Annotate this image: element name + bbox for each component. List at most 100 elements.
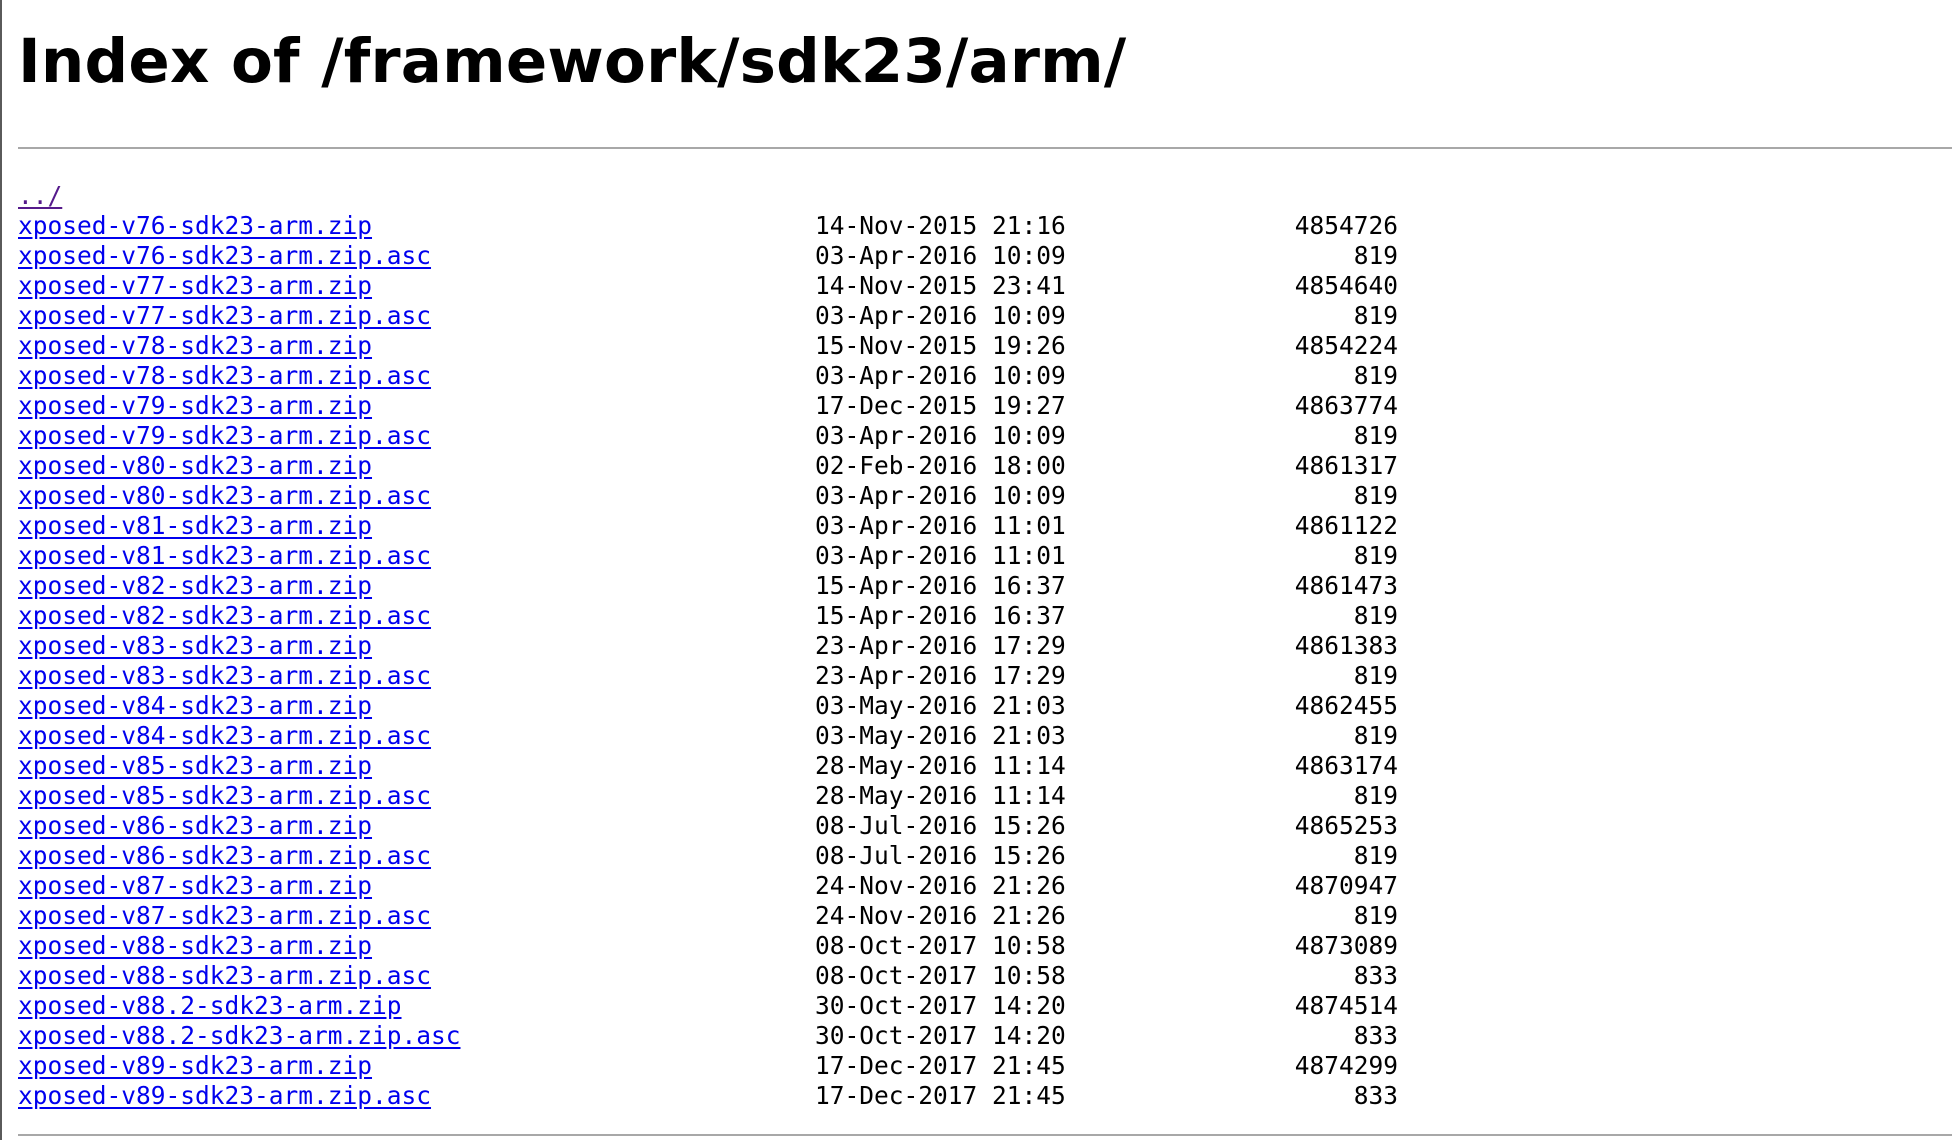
file-date: 03-Apr-2016 10:09 [815,301,1066,330]
file-size: 819 [1353,661,1398,690]
file-date: 08-Jul-2016 15:26 [815,841,1066,870]
divider-bottom [18,1134,1952,1136]
file-size: 833 [1353,1021,1398,1050]
file-row: xposed-v86-sdk23-arm.zip 08-Jul-2016 15:2… [18,811,1398,841]
file-size: 819 [1353,241,1398,270]
file-row: xposed-v88.2-sdk23-arm.zip.asc 30-Oct-201… [18,1021,1398,1051]
file-link[interactable]: xposed-v83-sdk23-arm.zip [18,631,373,660]
file-size: 4854640 [1294,271,1398,300]
file-date: 14-Nov-2015 21:16 [815,211,1066,240]
file-row: xposed-v86-sdk23-arm.zip.asc 08-Jul-2016 … [18,841,1398,871]
file-listing: ../ xposed-v76-sdk23-arm.zip 14-Nov-2015 … [18,181,1398,1111]
file-row: xposed-v82-sdk23-arm.zip 15-Apr-2016 16:3… [18,571,1398,601]
file-link[interactable]: xposed-v88.2-sdk23-arm.zip [18,991,402,1020]
file-link[interactable]: xposed-v78-sdk23-arm.zip.asc [18,361,432,390]
file-row: xposed-v76-sdk23-arm.zip.asc 03-Apr-2016 … [18,241,1398,271]
file-link[interactable]: xposed-v82-sdk23-arm.zip [18,571,373,600]
file-row: xposed-v84-sdk23-arm.zip.asc 03-May-2016 … [18,721,1398,751]
file-size: 819 [1353,601,1398,630]
file-link[interactable]: xposed-v88-sdk23-arm.zip.asc [18,961,432,990]
parent-directory-link[interactable]: ../ [18,181,63,210]
file-date: 03-Apr-2016 10:09 [815,421,1066,450]
file-date: 03-Apr-2016 11:01 [815,541,1066,570]
file-row: xposed-v83-sdk23-arm.zip.asc 23-Apr-2016 … [18,661,1398,691]
file-size: 4874299 [1294,1051,1398,1080]
file-date: 28-May-2016 11:14 [815,751,1066,780]
file-link[interactable]: xposed-v79-sdk23-arm.zip [18,391,373,420]
divider-top [18,147,1952,149]
file-row: xposed-v77-sdk23-arm.zip.asc 03-Apr-2016 … [18,301,1398,331]
file-link[interactable]: xposed-v81-sdk23-arm.zip.asc [18,541,432,570]
file-row: xposed-v81-sdk23-arm.zip 03-Apr-2016 11:0… [18,511,1398,541]
file-link[interactable]: xposed-v83-sdk23-arm.zip.asc [18,661,432,690]
file-link[interactable]: xposed-v82-sdk23-arm.zip.asc [18,601,432,630]
file-row: xposed-v88-sdk23-arm.zip.asc 08-Oct-2017 … [18,961,1398,991]
file-link[interactable]: xposed-v76-sdk23-arm.zip.asc [18,241,432,270]
file-date: 08-Jul-2016 15:26 [815,811,1066,840]
file-size: 4861122 [1294,511,1398,540]
file-size: 819 [1353,481,1398,510]
file-size: 833 [1353,1081,1398,1110]
file-date: 17-Dec-2017 21:45 [815,1081,1066,1110]
file-row: xposed-v80-sdk23-arm.zip.asc 03-Apr-2016 … [18,481,1398,511]
file-link[interactable]: xposed-v78-sdk23-arm.zip [18,331,373,360]
file-size: 4861383 [1294,631,1398,660]
file-link[interactable]: xposed-v81-sdk23-arm.zip [18,511,373,540]
file-link[interactable]: xposed-v79-sdk23-arm.zip.asc [18,421,432,450]
file-row: xposed-v85-sdk23-arm.zip.asc 28-May-2016 … [18,781,1398,811]
file-link[interactable]: xposed-v77-sdk23-arm.zip.asc [18,301,432,330]
file-date: 23-Apr-2016 17:29 [815,661,1066,690]
file-link[interactable]: xposed-v76-sdk23-arm.zip [18,211,373,240]
file-link[interactable]: xposed-v84-sdk23-arm.zip.asc [18,721,432,750]
file-date: 03-May-2016 21:03 [815,721,1066,750]
file-row: xposed-v85-sdk23-arm.zip 28-May-2016 11:1… [18,751,1398,781]
file-size: 819 [1353,721,1398,750]
file-date: 24-Nov-2016 21:26 [815,871,1066,900]
file-date: 03-Apr-2016 11:01 [815,511,1066,540]
file-size: 4873089 [1294,931,1398,960]
file-row: xposed-v88-sdk23-arm.zip 08-Oct-2017 10:5… [18,931,1398,961]
file-size: 833 [1353,961,1398,990]
file-date: 24-Nov-2016 21:26 [815,901,1066,930]
file-link[interactable]: xposed-v87-sdk23-arm.zip.asc [18,901,432,930]
file-link[interactable]: xposed-v89-sdk23-arm.zip.asc [18,1081,432,1110]
file-size: 819 [1353,541,1398,570]
file-size: 4861317 [1294,451,1398,480]
file-size: 819 [1353,421,1398,450]
file-link[interactable]: xposed-v80-sdk23-arm.zip.asc [18,481,432,510]
file-link[interactable]: xposed-v85-sdk23-arm.zip [18,751,373,780]
file-row: xposed-v88.2-sdk23-arm.zip 30-Oct-2017 14… [18,991,1398,1021]
file-date: 03-Apr-2016 10:09 [815,361,1066,390]
file-row: xposed-v76-sdk23-arm.zip 14-Nov-2015 21:1… [18,211,1398,241]
file-date: 08-Oct-2017 10:58 [815,961,1066,990]
file-date: 03-Apr-2016 10:09 [815,481,1066,510]
file-row: xposed-v83-sdk23-arm.zip 23-Apr-2016 17:2… [18,631,1398,661]
file-row: xposed-v87-sdk23-arm.zip 24-Nov-2016 21:2… [18,871,1398,901]
file-date: 17-Dec-2017 21:45 [815,1051,1066,1080]
file-date: 17-Dec-2015 19:27 [815,391,1066,420]
file-link[interactable]: xposed-v80-sdk23-arm.zip [18,451,373,480]
parent-directory-row: ../ [18,181,1398,211]
file-size: 4870947 [1294,871,1398,900]
file-row: xposed-v82-sdk23-arm.zip.asc 15-Apr-2016 … [18,601,1398,631]
file-date: 08-Oct-2017 10:58 [815,931,1066,960]
file-row: xposed-v78-sdk23-arm.zip 15-Nov-2015 19:2… [18,331,1398,361]
file-size: 819 [1353,361,1398,390]
file-size: 4863774 [1294,391,1398,420]
file-size: 4854726 [1294,211,1398,240]
file-link[interactable]: xposed-v77-sdk23-arm.zip [18,271,373,300]
file-link[interactable]: xposed-v89-sdk23-arm.zip [18,1051,373,1080]
file-link[interactable]: xposed-v86-sdk23-arm.zip.asc [18,841,432,870]
file-link[interactable]: xposed-v88.2-sdk23-arm.zip.asc [18,1021,461,1050]
file-row: xposed-v80-sdk23-arm.zip 02-Feb-2016 18:0… [18,451,1398,481]
file-link[interactable]: xposed-v86-sdk23-arm.zip [18,811,373,840]
file-date: 30-Oct-2017 14:20 [815,991,1066,1020]
file-size: 4863174 [1294,751,1398,780]
file-link[interactable]: xposed-v84-sdk23-arm.zip [18,691,373,720]
file-link[interactable]: xposed-v85-sdk23-arm.zip.asc [18,781,432,810]
file-size: 819 [1353,301,1398,330]
file-link[interactable]: xposed-v88-sdk23-arm.zip [18,931,373,960]
file-row: xposed-v87-sdk23-arm.zip.asc 24-Nov-2016 … [18,901,1398,931]
file-row: xposed-v77-sdk23-arm.zip 14-Nov-2015 23:4… [18,271,1398,301]
file-link[interactable]: xposed-v87-sdk23-arm.zip [18,871,373,900]
